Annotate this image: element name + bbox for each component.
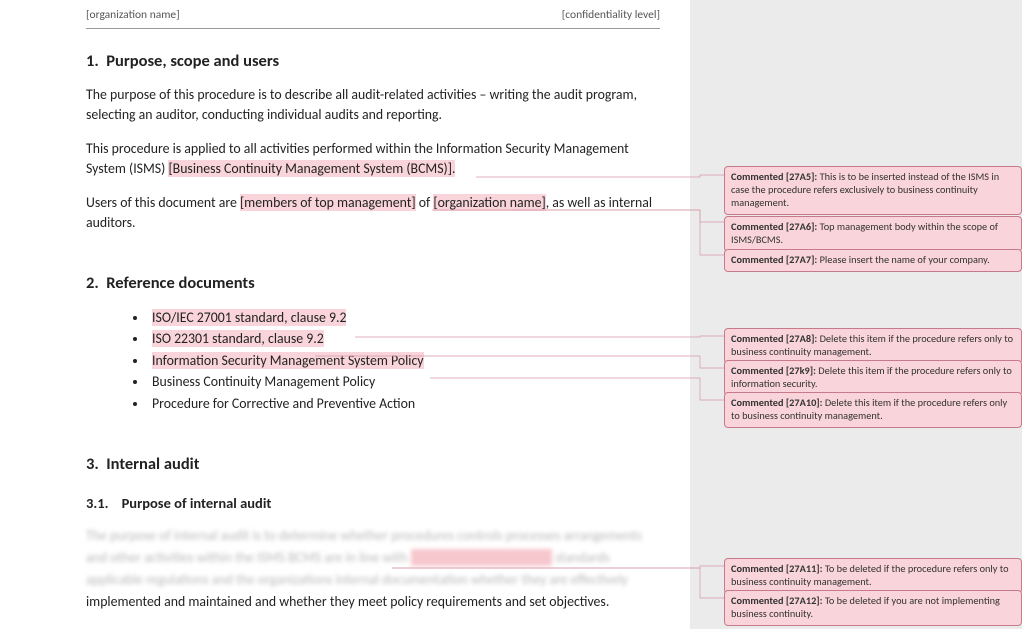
comment-balloon[interactable]: Commented [27A8]: Delete this item if th… xyxy=(724,328,1022,364)
highlight-bcms: [Business Continuity Management System (… xyxy=(168,160,455,177)
section-3-1-title: Purpose of internal audit xyxy=(122,494,272,512)
header-org: [organization name] xyxy=(86,8,180,22)
comment-label: Commented [27A7]: xyxy=(731,253,820,266)
comment-label: Commented [27k9]: xyxy=(731,364,818,377)
comment-text: Please insert the name of your company. xyxy=(820,253,990,266)
comment-balloon[interactable]: Commented [27A6]: Top management body wi… xyxy=(724,216,1022,252)
highlight-ref-3: Information Security Management System P… xyxy=(152,352,424,369)
list-item: ISO/IEC 27001 standard, clause 9.2 xyxy=(148,307,660,328)
blurred-text-1: The purpose of internal audit is to dete… xyxy=(86,526,660,546)
section-3-title: Internal audit xyxy=(106,454,199,474)
list-item: ISO 22301 standard, clause 9.2 xyxy=(148,328,660,349)
section-3-para-4: implemented and maintained and whether t… xyxy=(86,592,660,612)
comment-balloon[interactable]: Commented [27A11]: To be deleted if the … xyxy=(724,558,1022,594)
list-item: Information Security Management System P… xyxy=(148,350,660,371)
blurred-highlight: ISO 27001 and ISO 22301 xyxy=(411,549,552,566)
section-3-1-number: 3.1. xyxy=(86,494,108,512)
highlight-ref-2: ISO 22301 standard, clause 9.2 xyxy=(152,330,324,347)
document-page: [organization name] [confidentiality lev… xyxy=(0,0,690,629)
section-3-heading: 3. Internal audit xyxy=(86,454,660,474)
section-1-para-1: The purpose of this procedure is to desc… xyxy=(86,85,660,125)
comment-label: Commented [27A8]: xyxy=(731,332,820,345)
list-item: Procedure for Corrective and Preventive … xyxy=(148,393,660,414)
header-rule xyxy=(86,28,660,29)
header-confidentiality: [confidentiality level] xyxy=(562,8,660,22)
list-item: Business Continuity Management Policy xyxy=(148,371,660,392)
blurred-text-3: applicable regulations and the organizat… xyxy=(86,570,660,590)
highlight-ref-1: ISO/IEC 27001 standard, clause 9.2 xyxy=(152,309,346,326)
page-header: [organization name] [confidentiality lev… xyxy=(86,8,660,28)
comment-label: Commented [27A10]: xyxy=(731,396,825,409)
section-2-title: Reference documents xyxy=(106,273,254,293)
highlight-top-management: [members of top management] xyxy=(240,194,416,211)
section-1-title: Purpose, scope and users xyxy=(106,51,279,71)
section-2-number: 2. xyxy=(86,273,99,293)
section-3-1-heading: 3.1. Purpose of internal audit xyxy=(86,494,660,512)
comment-label: Commented [27A5]: xyxy=(731,170,820,183)
comment-balloon[interactable]: Commented [27A12]: To be deleted if you … xyxy=(724,590,1022,626)
comment-label: Commented [27A6]: xyxy=(731,220,820,233)
section-2-heading: 2. Reference documents xyxy=(86,273,660,293)
blurred-text-2: and other activities within the ISMS BCM… xyxy=(86,548,660,568)
section-1-para-2: This procedure is applied to all activit… xyxy=(86,139,660,179)
comment-label: Commented [27A11]: xyxy=(731,562,825,575)
highlight-org-name: [organization name] xyxy=(433,194,545,211)
section-1-para-3: Users of this document are [members of t… xyxy=(86,193,660,233)
comment-balloon[interactable]: Commented [27k9]: Delete this item if th… xyxy=(724,360,1022,396)
section-3-number: 3. xyxy=(86,454,99,474)
reference-list: ISO/IEC 27001 standard, clause 9.2 ISO 2… xyxy=(86,307,660,414)
comment-balloon[interactable]: Commented [27A5]: This is to be inserted… xyxy=(724,166,1022,215)
comment-balloon[interactable]: Commented [27A7]: Please insert the name… xyxy=(724,249,1022,272)
section-1-number: 1. xyxy=(86,51,99,71)
section-1-heading: 1. Purpose, scope and users xyxy=(86,51,660,71)
comments-sidebar xyxy=(690,0,1022,629)
comment-balloon[interactable]: Commented [27A10]: Delete this item if t… xyxy=(724,392,1022,428)
comment-label: Commented [27A12]: xyxy=(731,594,825,607)
